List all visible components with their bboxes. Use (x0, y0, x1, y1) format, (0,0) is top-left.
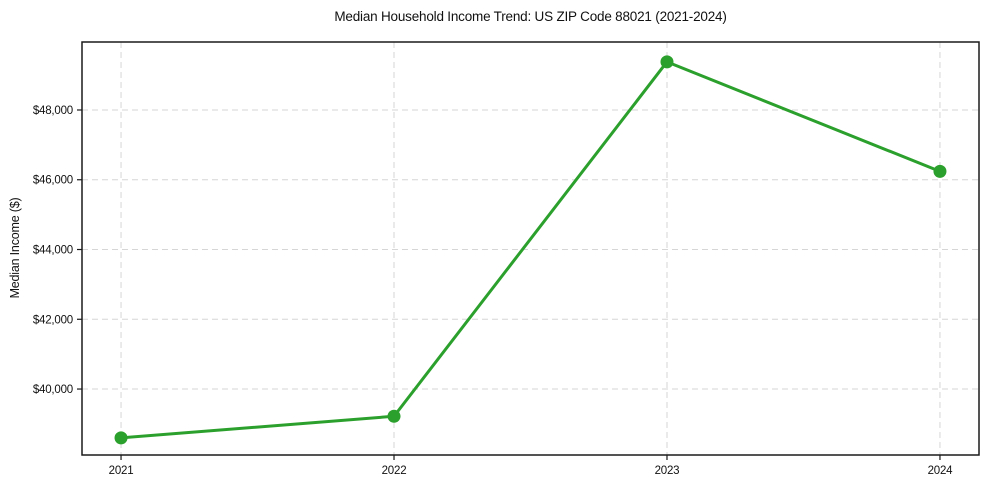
data-point-marker (114, 431, 128, 445)
data-point-marker (387, 409, 401, 423)
x-tick-label: 2023 (655, 465, 680, 477)
gridlines (82, 42, 979, 455)
income-line (119, 60, 942, 440)
x-tick-label: 2021 (109, 465, 134, 477)
tick-marks (77, 109, 941, 460)
tick-labels: $40,000 $42,000 $44,000 $46,000 $48,000 2021 2… (33, 105, 954, 477)
y-tick-label: $46,000 (33, 175, 73, 187)
chart-title: Median Household Income Trend: US ZIP Co… (334, 9, 727, 24)
y-tick-label: $40,000 (33, 384, 73, 396)
data-point-markers (114, 55, 947, 445)
axis-frame (81, 41, 980, 456)
data-point-marker (933, 164, 947, 178)
y-tick-label: $48,000 (33, 105, 73, 117)
data-point-marker (660, 55, 674, 69)
x-tick-label: 2024 (928, 465, 954, 477)
x-tick-label: 2022 (382, 465, 407, 477)
y-tick-label: $42,000 (33, 314, 73, 326)
y-tick-label: $44,000 (33, 245, 73, 257)
